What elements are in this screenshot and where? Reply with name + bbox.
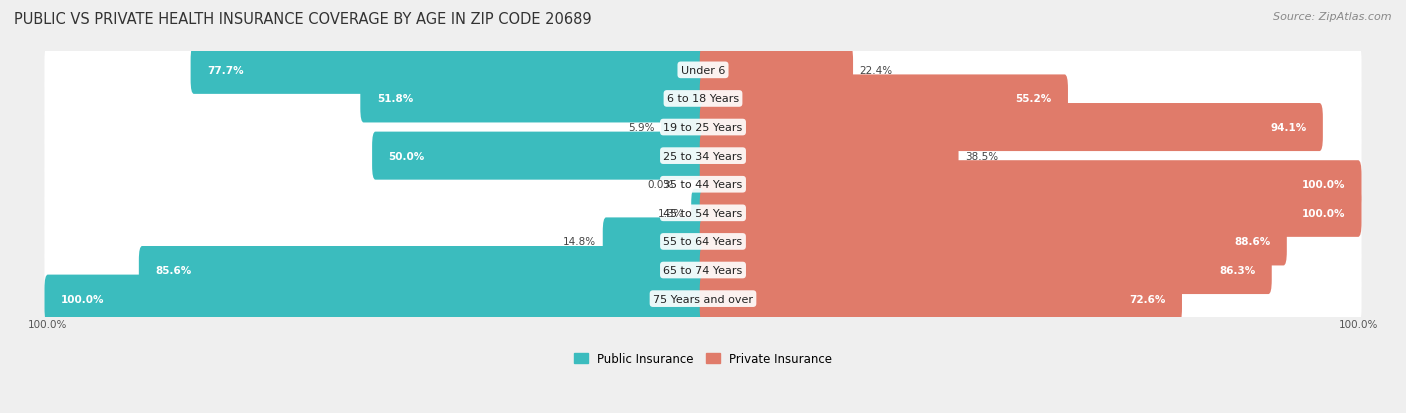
- Text: 100.0%: 100.0%: [1339, 320, 1378, 330]
- FancyBboxPatch shape: [700, 275, 1182, 323]
- FancyBboxPatch shape: [191, 47, 706, 95]
- FancyBboxPatch shape: [45, 247, 1361, 294]
- Text: 65 to 74 Years: 65 to 74 Years: [664, 266, 742, 275]
- Text: 14.8%: 14.8%: [562, 237, 596, 247]
- Text: 85.6%: 85.6%: [155, 266, 191, 275]
- FancyBboxPatch shape: [700, 218, 1286, 266]
- Text: 100.0%: 100.0%: [28, 320, 67, 330]
- Text: 35 to 44 Years: 35 to 44 Years: [664, 180, 742, 190]
- Text: 45 to 54 Years: 45 to 54 Years: [664, 208, 742, 218]
- Legend: Public Insurance, Private Insurance: Public Insurance, Private Insurance: [569, 347, 837, 370]
- Text: 22.4%: 22.4%: [859, 66, 893, 76]
- Text: 72.6%: 72.6%: [1129, 294, 1166, 304]
- Text: 86.3%: 86.3%: [1219, 266, 1256, 275]
- Text: 6 to 18 Years: 6 to 18 Years: [666, 94, 740, 104]
- FancyBboxPatch shape: [700, 247, 1272, 294]
- Text: 100.0%: 100.0%: [1302, 208, 1346, 218]
- FancyBboxPatch shape: [45, 189, 1361, 237]
- Text: 75 Years and over: 75 Years and over: [652, 294, 754, 304]
- Text: 38.5%: 38.5%: [965, 151, 998, 161]
- FancyBboxPatch shape: [373, 132, 706, 180]
- FancyBboxPatch shape: [700, 161, 1361, 209]
- FancyBboxPatch shape: [45, 275, 1361, 323]
- FancyBboxPatch shape: [45, 218, 1361, 266]
- Text: 88.6%: 88.6%: [1234, 237, 1271, 247]
- Text: 1.3%: 1.3%: [658, 208, 685, 218]
- FancyBboxPatch shape: [45, 47, 1361, 95]
- FancyBboxPatch shape: [700, 104, 1323, 152]
- FancyBboxPatch shape: [692, 189, 706, 237]
- Text: 100.0%: 100.0%: [1302, 180, 1346, 190]
- Text: 51.8%: 51.8%: [377, 94, 413, 104]
- FancyBboxPatch shape: [139, 247, 706, 294]
- Text: 100.0%: 100.0%: [60, 294, 104, 304]
- Text: 94.1%: 94.1%: [1270, 123, 1306, 133]
- Text: Under 6: Under 6: [681, 66, 725, 76]
- Text: Source: ZipAtlas.com: Source: ZipAtlas.com: [1274, 12, 1392, 22]
- FancyBboxPatch shape: [603, 218, 706, 266]
- FancyBboxPatch shape: [45, 161, 1361, 209]
- FancyBboxPatch shape: [45, 275, 706, 323]
- Text: PUBLIC VS PRIVATE HEALTH INSURANCE COVERAGE BY AGE IN ZIP CODE 20689: PUBLIC VS PRIVATE HEALTH INSURANCE COVER…: [14, 12, 592, 27]
- Text: 5.9%: 5.9%: [628, 123, 655, 133]
- FancyBboxPatch shape: [700, 75, 1069, 123]
- Text: 19 to 25 Years: 19 to 25 Years: [664, 123, 742, 133]
- FancyBboxPatch shape: [700, 47, 853, 95]
- FancyBboxPatch shape: [700, 132, 959, 180]
- Text: 77.7%: 77.7%: [207, 66, 243, 76]
- FancyBboxPatch shape: [360, 75, 706, 123]
- FancyBboxPatch shape: [700, 189, 1361, 237]
- Text: 55.2%: 55.2%: [1015, 94, 1052, 104]
- FancyBboxPatch shape: [45, 75, 1361, 123]
- Text: 55 to 64 Years: 55 to 64 Years: [664, 237, 742, 247]
- Text: 0.0%: 0.0%: [647, 180, 673, 190]
- Text: 50.0%: 50.0%: [388, 151, 425, 161]
- FancyBboxPatch shape: [45, 132, 1361, 180]
- FancyBboxPatch shape: [45, 104, 1361, 152]
- Text: 25 to 34 Years: 25 to 34 Years: [664, 151, 742, 161]
- FancyBboxPatch shape: [661, 104, 706, 152]
